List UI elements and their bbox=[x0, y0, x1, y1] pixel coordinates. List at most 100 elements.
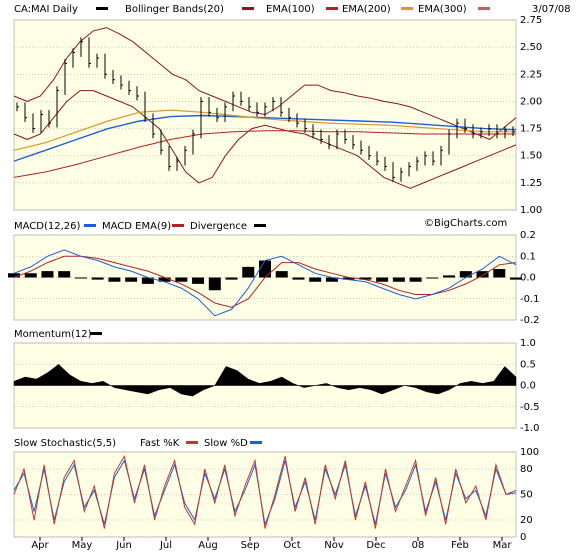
x-tick-label: Aug bbox=[198, 540, 218, 551]
divergence-bar bbox=[275, 271, 288, 278]
ema100-legend-label: EMA(100) bbox=[266, 4, 315, 15]
y-tick-label: 2.25 bbox=[520, 69, 542, 80]
divergence-bar bbox=[141, 277, 154, 284]
y-tick-label: -0.1 bbox=[520, 294, 540, 305]
momentum-panel: 1.0 0.5 0.0 -0.5 -1.0 bbox=[13, 338, 540, 434]
macd-panel: 0.2 0.1 0.0 -0.1 -0.2 bbox=[8, 230, 540, 326]
x-tick-label: Mar bbox=[493, 540, 513, 551]
y-tick-label: -0.2 bbox=[520, 315, 540, 326]
divergence-bar bbox=[8, 273, 20, 278]
stochastic-legend-label: Slow Stochastic(5,5) bbox=[14, 438, 116, 449]
momentum-legend-swatch bbox=[90, 332, 102, 335]
slowd-legend-swatch bbox=[250, 441, 262, 444]
divergence-bar bbox=[158, 277, 171, 282]
ema100-legend-swatch bbox=[326, 7, 338, 10]
divergence-bar bbox=[91, 277, 104, 280]
y-tick-label: 1.75 bbox=[520, 124, 542, 135]
fast-k-line bbox=[13, 454, 517, 529]
divergence-bar bbox=[510, 277, 522, 280]
x-tick-label: Nov bbox=[324, 540, 344, 551]
momentum-y-ticks: 1.0 0.5 0.0 -0.5 -1.0 bbox=[520, 338, 540, 434]
stochastic-y-ticks: 100 80 50 20 0 bbox=[520, 447, 539, 543]
y-tick-label: 2.50 bbox=[520, 42, 542, 53]
x-tick-label: Oct bbox=[283, 540, 300, 551]
x-tick-label: Feb bbox=[451, 540, 469, 551]
momentum-area bbox=[13, 363, 517, 397]
ema200-line bbox=[13, 109, 516, 151]
y-tick-label: 1.25 bbox=[520, 178, 542, 189]
y-tick-label: 20 bbox=[520, 515, 533, 526]
y-tick-label: 0.2 bbox=[520, 230, 536, 241]
momentum-legend-label: Momentum(12) bbox=[14, 329, 92, 340]
x-tick-label: Sep bbox=[241, 540, 260, 551]
x-tick-label: 08 bbox=[412, 540, 425, 551]
divergence-bar bbox=[58, 271, 71, 278]
divergence-legend-label: Divergence bbox=[190, 221, 247, 232]
bollinger-legend-swatch bbox=[242, 7, 254, 10]
macd-ema-legend-swatch bbox=[172, 224, 184, 227]
momentum-series-layer bbox=[13, 363, 517, 397]
chart-date: 3/07/08 bbox=[532, 4, 571, 15]
slowd-legend-label: Slow %D bbox=[204, 438, 248, 449]
y-tick-label: 1.0 bbox=[520, 338, 536, 349]
price-y-ticks: 2.75 2.50 2.25 2.00 1.75 1.50 1.25 1.00 bbox=[520, 15, 542, 216]
divergence-bar bbox=[309, 277, 322, 282]
y-tick-label: 0.5 bbox=[520, 359, 536, 370]
divergence-bar bbox=[108, 277, 121, 282]
price-panel: 2.75 2.50 2.25 2.00 1.75 1.50 1.25 1.00 ©BigCha… bbox=[13, 15, 542, 229]
divergence-bar bbox=[208, 277, 221, 291]
divergence-bar bbox=[175, 277, 188, 282]
y-tick-label: 50 bbox=[520, 490, 533, 501]
y-tick-label: 80 bbox=[520, 464, 533, 475]
ema200-legend-swatch bbox=[401, 7, 413, 10]
ema300-legend-label: EMA(300) bbox=[418, 4, 467, 15]
bollinger-legend-label: Bollinger Bands(20) bbox=[125, 4, 224, 15]
y-tick-label: 0.0 bbox=[520, 381, 536, 392]
divergence-bar bbox=[392, 277, 405, 282]
ema300-line bbox=[13, 114, 517, 162]
macd-legend-swatch bbox=[84, 224, 96, 227]
x-tick-label: Dec bbox=[366, 540, 385, 551]
macd-ema-legend-label: MACD EMA(9) bbox=[102, 221, 171, 232]
x-tick-label: Jul bbox=[159, 540, 172, 551]
stochastic-panel: 100 80 50 20 0 bbox=[13, 447, 539, 543]
bollinger-lower-line bbox=[13, 90, 517, 189]
divergence-bar bbox=[376, 277, 389, 282]
macd-legend-label: MACD(12,26) bbox=[14, 221, 81, 232]
x-tick-label: Jun bbox=[115, 540, 132, 551]
divergence-bar bbox=[41, 271, 54, 278]
macd-y-ticks: 0.2 0.1 0.0 -0.1 -0.2 bbox=[520, 230, 540, 326]
macd-series-layer bbox=[8, 249, 522, 317]
ema200-legend-label: EMA(200) bbox=[342, 4, 391, 15]
divergence-bar bbox=[325, 277, 338, 282]
fastk-legend-swatch bbox=[186, 441, 198, 444]
y-tick-label: 2.00 bbox=[520, 96, 542, 107]
macd-line bbox=[13, 249, 517, 317]
divergence-bar bbox=[409, 277, 422, 282]
price-legend-swatch bbox=[96, 7, 108, 10]
stochastic-series-layer bbox=[13, 454, 517, 529]
y-tick-label: 0 bbox=[520, 532, 526, 543]
divergence-bar bbox=[259, 260, 271, 278]
watermark: ©BigCharts.com bbox=[424, 218, 507, 229]
divergence-bar bbox=[125, 277, 138, 282]
divergence-bar bbox=[74, 277, 87, 279]
divergence-bar bbox=[359, 277, 372, 280]
divergence-bar bbox=[292, 277, 305, 280]
divergence-bar bbox=[342, 277, 355, 280]
y-tick-label: -0.5 bbox=[520, 402, 540, 413]
ema100-line bbox=[13, 130, 516, 178]
fastk-legend-label: Fast %K bbox=[140, 438, 180, 449]
divergence-bar bbox=[476, 271, 489, 278]
divergence-bar bbox=[459, 271, 472, 278]
price-series-layer bbox=[13, 27, 517, 189]
y-tick-label: 1.50 bbox=[520, 151, 542, 162]
divergence-bar bbox=[493, 269, 506, 278]
divergence-bar bbox=[24, 273, 37, 278]
divergence-bar bbox=[225, 277, 238, 280]
y-tick-label: 2.75 bbox=[520, 15, 542, 26]
divergence-bar bbox=[192, 277, 205, 284]
x-tick-label: Apr bbox=[31, 540, 49, 551]
divergence-bar bbox=[426, 277, 439, 279]
x-tick-label: May bbox=[72, 540, 93, 551]
